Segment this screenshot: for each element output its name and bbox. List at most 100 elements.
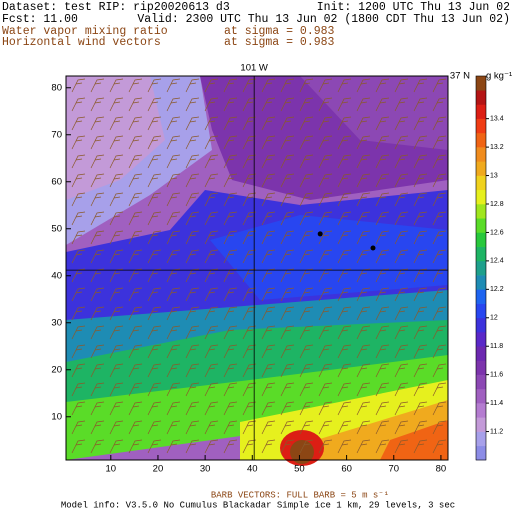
colorbar-label: 12.8 [490,201,504,208]
wind-barb [71,344,86,359]
wind-barb [394,363,409,378]
wind-barb [356,173,371,188]
wind-barb [337,116,352,131]
wind-barb [185,420,200,435]
wind-barb [128,420,143,435]
wind-barb [413,306,428,321]
wind-barb [109,439,124,454]
wind-barb [223,344,238,359]
wind-barb [147,325,162,340]
wind-barb [166,382,181,397]
wind-barb [356,230,371,245]
wind-barb [337,135,352,150]
x-tick-label: 50 [294,464,305,475]
wind-barb [204,230,219,245]
wind-barb [242,325,257,340]
wind-barb [109,363,124,378]
wind-barb [90,439,105,454]
wind-barb [90,135,105,150]
wind-barb [394,249,409,264]
wind-barb [147,230,162,245]
colorbar-bin [476,90,486,105]
wind-barb [71,78,86,93]
wind-barb [394,306,409,321]
wind-barb [261,439,276,454]
wind-barb [185,306,200,321]
colorbar-bin [476,161,486,176]
wind-barb [128,154,143,169]
wind-barb [280,439,295,454]
wind-barb [109,382,124,397]
wind-barb [128,344,143,359]
wind-barb [337,287,352,302]
wind-barb [432,439,447,454]
wind-barb [185,116,200,131]
x-tick-label: 60 [341,464,352,475]
wind-barb [261,116,276,131]
wind-barb [242,135,257,150]
wind-barb [261,344,276,359]
wind-barb [261,306,276,321]
valid-time: Valid: 2300 UTC Thu 13 Jun 02 (1800 CDT … [137,13,510,26]
colorbar-bin [476,76,486,91]
wind-barb [337,230,352,245]
colorbar-bin [476,403,486,418]
wind-barb [223,97,238,112]
wind-barb [204,192,219,207]
wind-barb [356,439,371,454]
wind-barb [109,135,124,150]
wind-barb [166,401,181,416]
barb-note: BARB VECTORS: FULL BARB = 5 m s⁻¹ [211,490,389,500]
wind-barb [128,192,143,207]
wind-barb [375,97,390,112]
x-tick-label: 30 [200,464,211,475]
field-name: Horizontal wind vectors [2,36,161,49]
wind-barb [432,344,447,359]
wind-barb [90,344,105,359]
wind-barb [299,135,314,150]
wind-barb [280,325,295,340]
wind-barb [185,401,200,416]
point [370,245,376,251]
wind-barb [223,325,238,340]
wind-barb [261,173,276,188]
wind-barb [128,306,143,321]
wind-barb [242,211,257,226]
wind-barb [90,420,105,435]
wind-barb [337,401,352,416]
colorbar-bin [476,147,486,162]
wind-barb [413,135,428,150]
wind-barb [204,78,219,93]
wind-barb [318,135,333,150]
model-info: Model info: V3.5.0 No Cumulus Blackadar … [61,500,455,510]
wind-barb [280,382,295,397]
wind-barb [280,420,295,435]
wind-barb [128,230,143,245]
wind-barb [318,78,333,93]
wind-barb [299,306,314,321]
wind-barb [166,230,181,245]
wind-barb [109,420,124,435]
wind-barb [223,420,238,435]
wind-barb [71,230,86,245]
wind-barb [280,211,295,226]
wind-barb [109,192,124,207]
colorbar-bin [476,374,486,390]
wind-barb [128,78,143,93]
wind-barb [280,78,295,93]
x-tick-label: 80 [436,464,447,475]
wind-barb [166,154,181,169]
wind-barb [318,363,333,378]
wind-barb [299,192,314,207]
wind-barb [185,97,200,112]
wind-barb [204,363,219,378]
wind-barb [166,325,181,340]
wind-barb [299,325,314,340]
wind-barb [242,344,257,359]
wind-barb [223,135,238,150]
wind-barb [71,211,86,226]
y-tick-label: 40 [51,270,62,281]
wind-barb [299,211,314,226]
wind-barb [204,173,219,188]
wind-barb [109,401,124,416]
